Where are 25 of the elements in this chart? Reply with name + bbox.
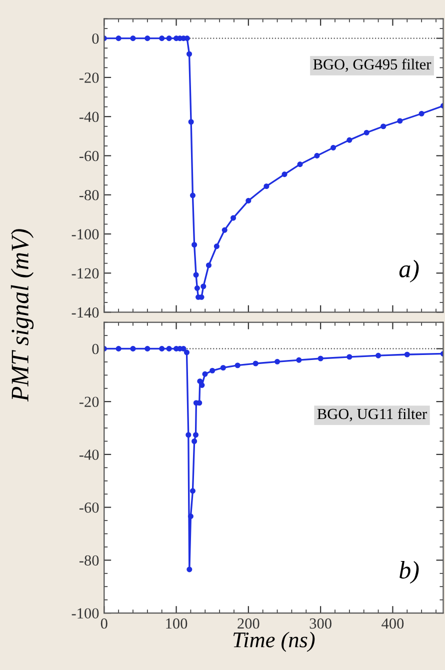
y-tick-label: -100 [72,229,99,240]
y-tick-label: -100 [72,608,99,618]
y-tick-label: -40 [79,450,99,460]
annotation: a) [399,260,419,282]
y-tick-label: -120 [72,268,99,279]
x-tick-label: 300 [310,618,332,629]
y-axis-title: PMT signal (mV) [10,229,34,402]
x-tick-label: 200 [238,618,260,629]
x-axis-title: Time (ns) [233,632,315,652]
annotation: BGO, UG11 filter [317,408,427,422]
y-tick-label: -40 [79,112,99,122]
y-tick-label: -140 [72,307,99,318]
annotation: b) [400,561,419,584]
x-tick-label: 0 [100,618,108,629]
y-tick-label: -80 [79,190,99,200]
y-tick-label: -80 [79,555,99,566]
x-tick-label: 100 [166,618,188,629]
y-tick-label: -60 [79,150,99,162]
x-tick-label: 400 [382,618,404,629]
y-tick-label: -60 [79,502,99,513]
y-tick-label: -20 [79,396,99,408]
y-tick-label: 0 [92,33,99,44]
annotation: BGO, GG495 filter [313,58,432,72]
y-tick-label: 0 [92,344,99,354]
y-tick-label: -20 [79,72,99,83]
